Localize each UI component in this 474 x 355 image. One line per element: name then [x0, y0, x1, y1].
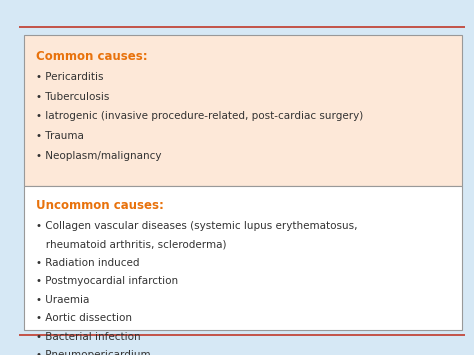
Text: • Pericarditis: • Pericarditis [36, 72, 103, 82]
Text: • Collagen vascular diseases (systemic lupus erythematosus,: • Collagen vascular diseases (systemic l… [36, 221, 357, 231]
Text: • Trauma: • Trauma [36, 131, 83, 141]
Text: • Neoplasm/malignancy: • Neoplasm/malignancy [36, 151, 161, 160]
Text: • Uraemia: • Uraemia [36, 295, 89, 305]
Text: rheumatoid arthritis, scleroderma): rheumatoid arthritis, scleroderma) [36, 239, 226, 249]
Bar [24, 186, 462, 330]
Text: • Iatrogenic (invasive procedure-related, post-cardiac surgery): • Iatrogenic (invasive procedure-related… [36, 111, 363, 121]
Bar [24, 36, 462, 186]
Text: • Bacterial infection: • Bacterial infection [36, 332, 140, 342]
Text: Common causes:: Common causes: [36, 50, 147, 64]
Text: • Pneumopericardium: • Pneumopericardium [36, 350, 150, 355]
Text: • Postmyocardial infarction: • Postmyocardial infarction [36, 276, 178, 286]
Text: • Tuberculosis: • Tuberculosis [36, 92, 109, 102]
Text: • Radiation induced: • Radiation induced [36, 258, 139, 268]
Text: Uncommon causes:: Uncommon causes: [36, 199, 164, 212]
Text: • Aortic dissection: • Aortic dissection [36, 313, 132, 323]
